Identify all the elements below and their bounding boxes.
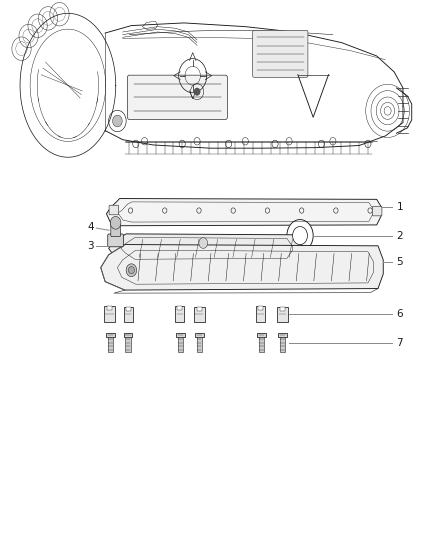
Text: 6: 6 bbox=[396, 309, 403, 319]
FancyBboxPatch shape bbox=[108, 234, 124, 247]
Bar bbox=[277, 307, 288, 322]
Polygon shape bbox=[101, 245, 383, 290]
FancyBboxPatch shape bbox=[253, 30, 308, 77]
Bar bbox=[259, 337, 264, 352]
Bar bbox=[280, 307, 285, 311]
Bar bbox=[177, 306, 182, 310]
Bar bbox=[256, 306, 265, 322]
Bar bbox=[194, 307, 205, 322]
Circle shape bbox=[110, 216, 121, 229]
Bar bbox=[124, 307, 133, 322]
Bar bbox=[280, 337, 285, 352]
Bar bbox=[104, 306, 115, 322]
Bar bbox=[108, 337, 113, 352]
Bar bbox=[257, 333, 266, 337]
Text: 2: 2 bbox=[396, 231, 403, 240]
Bar bbox=[197, 337, 202, 352]
Bar bbox=[106, 333, 115, 337]
Circle shape bbox=[287, 220, 313, 252]
Circle shape bbox=[128, 266, 134, 274]
Bar bbox=[197, 307, 202, 311]
Bar bbox=[126, 307, 131, 311]
Text: 3: 3 bbox=[88, 241, 94, 251]
Text: 5: 5 bbox=[396, 257, 403, 267]
FancyBboxPatch shape bbox=[372, 206, 382, 216]
Bar bbox=[124, 333, 132, 337]
Bar bbox=[178, 337, 183, 352]
Polygon shape bbox=[109, 234, 302, 263]
Bar bbox=[176, 333, 185, 337]
Bar bbox=[258, 306, 263, 310]
Circle shape bbox=[126, 264, 137, 277]
Circle shape bbox=[113, 115, 122, 127]
Circle shape bbox=[194, 88, 200, 95]
Text: 7: 7 bbox=[396, 338, 403, 348]
Bar bbox=[125, 337, 131, 352]
FancyBboxPatch shape bbox=[109, 205, 119, 215]
Bar bbox=[278, 333, 287, 337]
Bar bbox=[106, 306, 112, 310]
Bar bbox=[195, 333, 204, 337]
Circle shape bbox=[199, 238, 208, 248]
Text: 4: 4 bbox=[88, 222, 94, 232]
FancyBboxPatch shape bbox=[127, 75, 227, 119]
Bar bbox=[175, 306, 184, 322]
Circle shape bbox=[293, 227, 307, 245]
Polygon shape bbox=[106, 199, 381, 226]
Text: 1: 1 bbox=[396, 202, 403, 212]
FancyBboxPatch shape bbox=[111, 223, 120, 237]
